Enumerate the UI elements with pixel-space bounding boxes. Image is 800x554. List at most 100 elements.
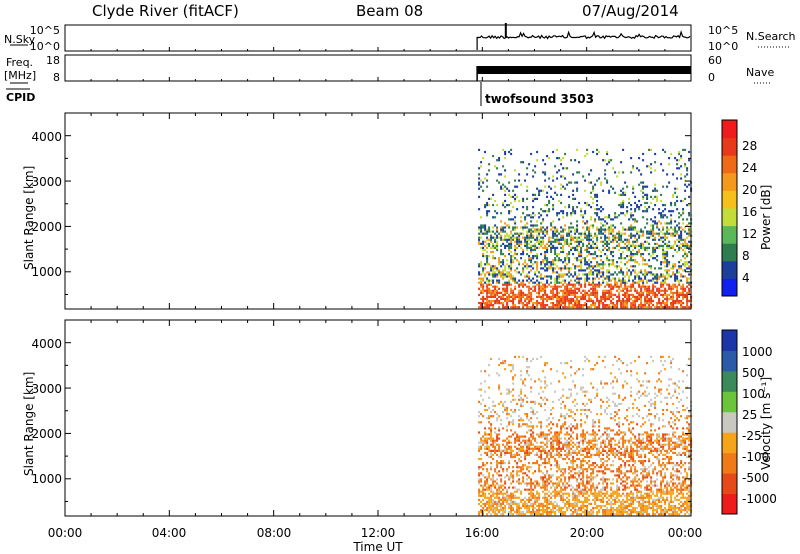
power-cell	[620, 189, 623, 192]
velocity-cell	[576, 500, 579, 503]
power-cell	[640, 295, 643, 298]
velocity-cell	[586, 478, 589, 481]
velocity-cell	[610, 449, 613, 452]
power-cell	[516, 281, 519, 284]
power-cell	[592, 277, 595, 280]
power-cell	[526, 189, 529, 192]
power-cell	[554, 230, 557, 233]
power-cell	[530, 228, 533, 231]
velocity-cell	[598, 447, 601, 450]
power-cell	[556, 212, 559, 215]
power-cell	[500, 187, 503, 190]
power-cell	[510, 236, 513, 239]
power-cell	[644, 206, 647, 209]
power-cell	[560, 201, 563, 205]
velocity-cell	[612, 429, 615, 432]
velocity-cell	[546, 453, 549, 456]
velocity-cell	[530, 439, 533, 442]
velocity-cell	[494, 470, 497, 473]
velocity-cell	[568, 445, 571, 448]
velocity-cell	[528, 437, 531, 440]
power-cell	[648, 206, 651, 209]
power-cell	[550, 236, 553, 239]
power-cell	[510, 289, 513, 292]
velocity-cell	[522, 502, 525, 505]
power-cell	[662, 248, 665, 252]
power-cell	[542, 238, 545, 241]
power-cell	[682, 210, 685, 213]
power-cell	[546, 285, 549, 288]
velocity-cell	[494, 484, 497, 487]
power-cell	[668, 240, 671, 243]
power-cell	[596, 263, 599, 266]
velocity-cell	[488, 386, 491, 389]
power-cell	[482, 299, 485, 303]
velocity-cell	[492, 480, 495, 483]
power-cell	[642, 230, 645, 233]
power-cell	[654, 273, 657, 276]
power-cell	[578, 255, 581, 258]
velocity-cell	[490, 490, 493, 493]
power-cell	[510, 232, 513, 235]
power-cell	[610, 295, 613, 298]
power-cell	[622, 293, 625, 296]
velocity-cell	[594, 502, 597, 505]
power-cell	[566, 297, 569, 301]
velocity-cell	[564, 437, 567, 440]
power-cell	[572, 206, 575, 209]
power-cell	[682, 263, 685, 266]
velocity-cell	[568, 492, 571, 495]
power-cell	[656, 259, 659, 262]
velocity-cell	[588, 460, 591, 463]
power-cell	[620, 304, 623, 307]
power-cell	[656, 289, 659, 292]
power-cell	[688, 244, 691, 247]
power-cell	[522, 285, 525, 288]
velocity-cell	[480, 509, 483, 512]
velocity-cell	[538, 392, 541, 395]
velocity-cell	[594, 486, 597, 489]
velocity-cell	[500, 466, 503, 469]
power-cell	[602, 302, 605, 305]
power-cell	[510, 306, 513, 309]
velocity-cell	[568, 480, 571, 483]
velocity-cell	[554, 494, 557, 497]
power-cell	[654, 169, 657, 172]
power-cell	[606, 306, 609, 309]
power-cell	[608, 283, 611, 286]
power-cell	[576, 226, 579, 229]
power-cell	[490, 240, 493, 243]
velocity-cell	[502, 492, 505, 495]
power-cell	[576, 244, 579, 247]
power-cell	[492, 255, 495, 258]
power-cell	[646, 281, 649, 284]
power-cell	[648, 246, 651, 249]
velocity-cell	[560, 402, 563, 405]
velocity-cell	[568, 466, 571, 469]
power-cell	[610, 299, 613, 303]
velocity-cell	[588, 511, 591, 514]
power-cell	[666, 173, 669, 176]
power-cell	[588, 306, 591, 309]
power-cell	[510, 250, 513, 254]
velocity-cell	[534, 480, 537, 483]
power-cell	[492, 299, 495, 303]
power-cell	[672, 306, 675, 309]
velocity-cell	[610, 470, 613, 473]
velocity-cell	[566, 439, 569, 442]
power-cell	[650, 291, 653, 294]
power-cell	[606, 152, 609, 156]
velocity-cell	[604, 441, 607, 444]
power-cell	[682, 289, 685, 292]
power-cell	[636, 291, 639, 294]
velocity-cell	[522, 464, 525, 467]
power-cell	[686, 169, 689, 172]
power-cell	[666, 289, 669, 292]
velocity-cell	[596, 443, 599, 446]
velocity-cell	[526, 443, 529, 446]
velocity-cell	[504, 453, 507, 456]
velocity-cell	[478, 447, 481, 450]
power-cell	[588, 181, 591, 184]
velocity-cell	[494, 445, 497, 448]
power-cell	[588, 228, 591, 231]
